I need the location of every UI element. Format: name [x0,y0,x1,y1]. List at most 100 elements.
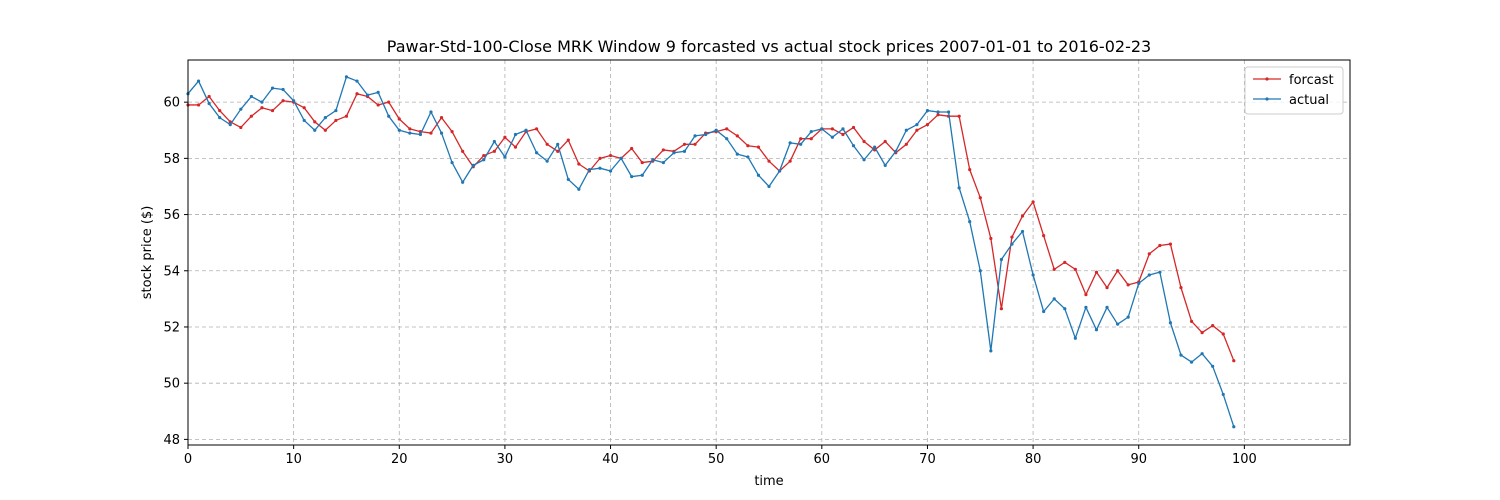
legend-marker-forcast [1265,77,1269,81]
data-point-actual [566,177,570,182]
data-point-forcast [566,138,570,142]
data-point-forcast [598,156,602,160]
data-point-actual [883,163,887,167]
data-point-actual [408,131,412,135]
data-point-forcast [439,116,444,120]
data-point-actual [387,114,391,118]
x-tick-label: 70 [919,452,936,467]
data-point-actual [397,128,401,132]
data-point-forcast [1168,242,1173,246]
data-point-forcast [1232,359,1236,363]
x-tick-label: 100 [1232,452,1257,467]
data-point-actual [471,163,475,167]
data-point-forcast [492,149,496,153]
data-point-forcast [302,106,306,110]
data-point-forcast [788,159,792,163]
data-point-forcast [883,139,887,144]
x-tick-label: 20 [391,452,408,467]
data-point-forcast [608,153,613,158]
x-tick-label: 40 [602,452,619,467]
legend-label-actual: actual [1289,93,1329,108]
x-tick-label: 50 [708,452,725,467]
data-point-forcast [968,168,972,172]
data-point-forcast [746,144,750,148]
data-point-actual [439,131,444,135]
data-point-actual [313,128,317,132]
data-point-forcast [978,196,982,200]
y-tick-label: 58 [163,152,180,167]
data-point-forcast [281,99,285,103]
series-lines [186,75,1236,429]
data-point-actual [851,144,856,148]
data-point-actual [535,151,539,155]
data-point-forcast [545,142,549,146]
data-point-forcast [397,117,401,121]
data-point-forcast [503,135,507,139]
data-point-actual [344,75,349,79]
data-point-actual [1073,336,1077,340]
data-point-actual [630,175,634,179]
data-point-forcast [925,123,930,127]
data-point-actual [545,159,549,163]
data-point-actual [682,149,687,153]
data-point-forcast [1105,286,1109,290]
data-point-forcast [450,130,454,134]
grid [187,60,1350,445]
data-point-actual [429,110,433,114]
data-point-actual [799,142,803,146]
data-point-forcast [1084,293,1088,297]
data-point-actual [1179,353,1183,357]
data-point-forcast [936,113,940,117]
y-tick-label: 48 [163,433,180,448]
data-point-forcast [313,120,317,124]
data-point-forcast [851,125,856,130]
data-point-actual [598,166,602,170]
data-point-actual [1200,352,1204,356]
data-point-actual [735,152,739,156]
data-point-actual [1094,328,1099,332]
data-point-forcast [1063,260,1067,264]
data-point-actual [809,130,813,134]
y-tick-label: 56 [163,208,180,223]
data-point-actual [640,173,644,177]
data-point-forcast [218,108,222,113]
data-point-actual [704,132,708,137]
data-point-actual [1042,309,1046,314]
data-point-forcast [1042,234,1046,238]
data-point-forcast [387,100,391,104]
data-point-actual [894,149,898,153]
data-point-actual [1158,270,1162,274]
data-point-actual [672,151,676,155]
data-point-actual [334,108,338,113]
legend-label-forcast: forcast [1289,73,1334,88]
data-point-actual [820,127,824,131]
data-point-forcast [260,106,264,110]
x-tick-label: 10 [285,452,302,467]
data-point-actual [999,257,1004,262]
x-tick-label: 30 [497,452,514,467]
series-line-actual [187,76,1235,427]
data-point-forcast [640,160,644,165]
data-point-forcast [535,127,539,131]
data-point-actual [936,110,940,114]
axis-ticks: 0 10 20 30 40 50 60 70 80 90 100 48 50 52 54 56 58 60 [163,96,1256,467]
data-point-forcast [513,145,518,149]
data-point-actual [608,169,613,173]
data-point-forcast [461,149,465,153]
data-point-actual [841,127,845,131]
data-point-forcast [630,146,634,151]
plot-frame [187,59,1351,446]
data-point-forcast [1052,267,1056,271]
data-point-forcast [904,142,908,146]
data-point-actual [492,139,496,144]
x-tick-label: 90 [1130,452,1147,467]
y-tick-label: 60 [163,96,180,111]
data-point-actual [1010,242,1014,246]
data-point-actual [228,123,232,127]
data-point-actual [661,160,665,165]
data-point-actual [693,134,697,138]
data-point-actual [207,101,211,106]
data-point-forcast [957,114,961,118]
